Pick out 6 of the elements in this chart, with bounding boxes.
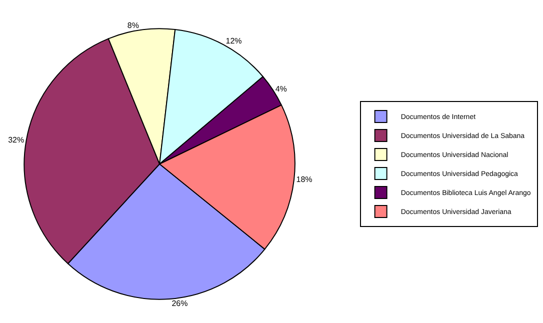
data-label: 26% xyxy=(172,298,188,308)
data-label: 4% xyxy=(275,84,287,94)
data-label: 8% xyxy=(127,20,139,30)
data-label: 12% xyxy=(226,36,242,46)
data-label: 32% xyxy=(8,135,24,144)
data-label: 18% xyxy=(296,175,312,184)
